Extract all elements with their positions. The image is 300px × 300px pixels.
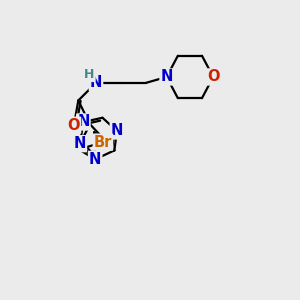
Text: N: N bbox=[74, 136, 86, 151]
Text: N: N bbox=[90, 75, 102, 90]
Text: N: N bbox=[89, 152, 101, 167]
Text: H: H bbox=[84, 68, 95, 81]
Text: N: N bbox=[160, 69, 173, 84]
Text: Br: Br bbox=[94, 135, 112, 150]
Text: O: O bbox=[68, 118, 80, 133]
Text: N: N bbox=[77, 115, 90, 130]
Text: N: N bbox=[111, 124, 123, 139]
Text: O: O bbox=[207, 69, 219, 84]
